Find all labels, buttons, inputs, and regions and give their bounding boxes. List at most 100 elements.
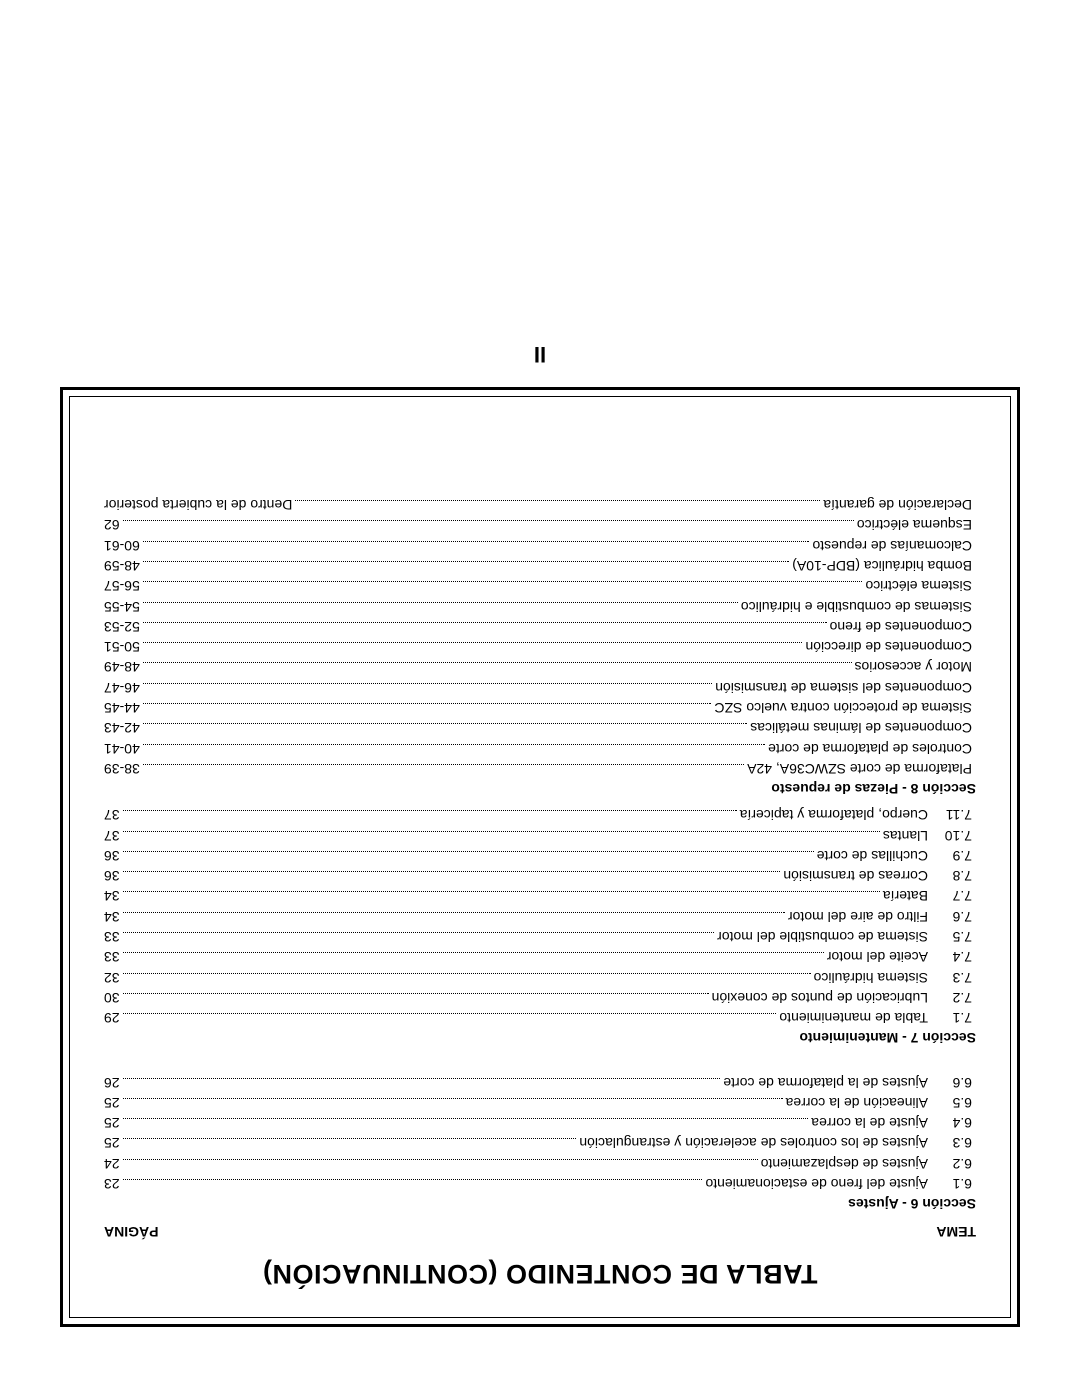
toc-leader	[123, 1179, 703, 1191]
toc-page: 62	[104, 515, 120, 535]
toc-page: 60-61	[104, 535, 140, 555]
toc-row: Componentes de láminas metálicas 42-43	[104, 718, 976, 738]
toc-page: 44-45	[104, 698, 140, 718]
toc-row: 6.6Ajustes de la plataforma de corte26	[104, 1072, 976, 1092]
toc-row: Motor y accesorios 48-49	[104, 657, 976, 677]
toc-label: Componentes del sistema de transmisión	[715, 677, 976, 697]
toc-leader	[123, 1118, 809, 1130]
toc-label: Cuerpo, plataforma y tapicería	[740, 805, 928, 825]
toc-number: 6.2	[928, 1153, 976, 1173]
toc-page: 32	[104, 967, 120, 987]
toc-page: 36	[104, 846, 120, 866]
inner-frame: TABLA DE CONTENIDO (CONTINUACIÓN) TEMA P…	[69, 396, 1011, 1318]
toc-leader	[123, 973, 811, 985]
toc-leader	[123, 1013, 777, 1025]
toc-number: 6.3	[928, 1133, 976, 1153]
toc-number: 7.10	[928, 825, 976, 845]
toc-number: 7.4	[928, 947, 976, 967]
toc-page: 42-43	[104, 718, 140, 738]
toc-row: Sistema de protección contra vuelco SZC4…	[104, 698, 976, 718]
toc-row: 6.3Ajustes de los controles de aceleraci…	[104, 1133, 976, 1153]
toc-row: Componentes de freno52-53	[104, 617, 976, 637]
toc-label: Llantas	[883, 825, 928, 845]
toc-leader	[143, 703, 712, 715]
toc-row: Componentes del sistema de transmisión 46…	[104, 677, 976, 697]
section-6-list: 6.1Ajuste del freno de estacionamiento23…	[104, 1072, 976, 1194]
toc-label: Filtro de aire del motor	[788, 906, 928, 926]
toc-number: 6.6	[928, 1072, 976, 1092]
toc-label: Tabla de mantenimiento	[779, 1008, 928, 1028]
toc-label: Ajuste de la correa	[811, 1113, 928, 1133]
toc-label: Sistema de combustible del motor	[717, 927, 928, 947]
toc-leader	[143, 764, 744, 776]
toc-number: 7.11	[928, 805, 976, 825]
toc-leader	[123, 952, 824, 964]
toc-label: Correas de transmisión	[783, 866, 928, 886]
toc-number: 6.5	[928, 1093, 976, 1113]
toc-leader	[143, 622, 827, 634]
toc-label: Componentes de láminas metálicas	[750, 718, 976, 738]
toc-row: Esquema eléctrico62	[104, 515, 976, 535]
toc-number: 7.7	[928, 886, 976, 906]
toc-label: Motor y accesorios	[855, 657, 976, 677]
toc-leader	[143, 683, 712, 695]
toc-row: 7.11Cuerpo, plataforma y tapicería37	[104, 805, 976, 825]
toc-label: Bomba hidráulica (BDP-10A)	[792, 556, 976, 576]
toc-label: Ajustes de desplazamiento	[761, 1153, 928, 1173]
toc-leader	[143, 642, 803, 654]
toc-row: 7.7Batería 34	[104, 886, 976, 906]
toc-page: 25	[104, 1113, 120, 1133]
toc-leader	[295, 500, 820, 512]
toc-row: 7.4Aceite del motor33	[104, 947, 976, 967]
toc-leader	[123, 1078, 721, 1090]
section-7-list: 7.1Tabla de mantenimiento297.2Lubricació…	[104, 805, 976, 1028]
toc-page: 52-53	[104, 617, 140, 637]
toc-page: 34	[104, 906, 120, 926]
toc-label: Alineación de la correa	[786, 1093, 928, 1113]
toc-row: 7.6Filtro de aire del motor34	[104, 906, 976, 926]
toc-leader	[143, 723, 747, 735]
toc-page: 30	[104, 988, 120, 1008]
section-8-list: Plataforma de corte SZWC36A, 42A38-39Con…	[104, 495, 976, 779]
toc-label: Ajuste del freno de estacionamiento	[705, 1174, 928, 1194]
toc-row: 6.1Ajuste del freno de estacionamiento23	[104, 1174, 976, 1194]
toc-row: Bomba hidráulica (BDP-10A) 48-59	[104, 556, 976, 576]
toc-number: 7.8	[928, 866, 976, 886]
toc-row: 7.9Cuchillas de corte36	[104, 846, 976, 866]
toc-leader	[123, 810, 737, 822]
toc-page: 37	[104, 825, 120, 845]
toc-leader	[143, 602, 738, 614]
toc-label: Declaración de garantía	[823, 495, 976, 515]
toc-row: 7.5Sistema de combustible del motor33	[104, 927, 976, 947]
toc-number: 7.2	[928, 988, 976, 1008]
toc-row: 6.4Ajuste de la correa 25	[104, 1113, 976, 1133]
toc-leader	[123, 1138, 577, 1150]
col-pagina: PÁGINA	[104, 1224, 158, 1240]
toc-page: 33	[104, 947, 120, 967]
toc-page: 48-49	[104, 657, 140, 677]
section-8-heading: Sección 8 - Piezas de repuesto	[104, 781, 976, 797]
toc-page: 26	[104, 1072, 120, 1092]
section-6-heading: Sección 6 - Ajustes	[104, 1196, 976, 1212]
toc-page: 25	[104, 1093, 120, 1113]
toc-page: 40-41	[104, 738, 140, 758]
toc-number: 7.1	[928, 1008, 976, 1028]
toc-row: Calcomanías de repuesto 60-61	[104, 535, 976, 555]
toc-leader	[143, 581, 863, 593]
toc-row: Controles de plataforma de corte40-41	[104, 738, 976, 758]
toc-page: 46-47	[104, 677, 140, 697]
toc-page: 38-39	[104, 759, 140, 779]
toc-leader	[123, 993, 709, 1005]
toc-label: Calcomanías de repuesto	[812, 535, 976, 555]
toc-row: 7.10Llantas 37	[104, 825, 976, 845]
col-tema: TEMA	[936, 1224, 976, 1240]
toc-page: 29	[104, 1008, 120, 1028]
toc-row: Declaración de garantíaDentro de la cubi…	[104, 495, 976, 515]
toc-body: Sección 6 - Ajustes 6.1Ajuste del freno …	[104, 495, 976, 1216]
toc-row: Plataforma de corte SZWC36A, 42A38-39	[104, 759, 976, 779]
toc-label: Batería	[883, 886, 928, 906]
toc-page: 48-59	[104, 556, 140, 576]
toc-page: 34	[104, 886, 120, 906]
toc-page: 25	[104, 1133, 120, 1153]
toc-number: 6.4	[928, 1113, 976, 1133]
